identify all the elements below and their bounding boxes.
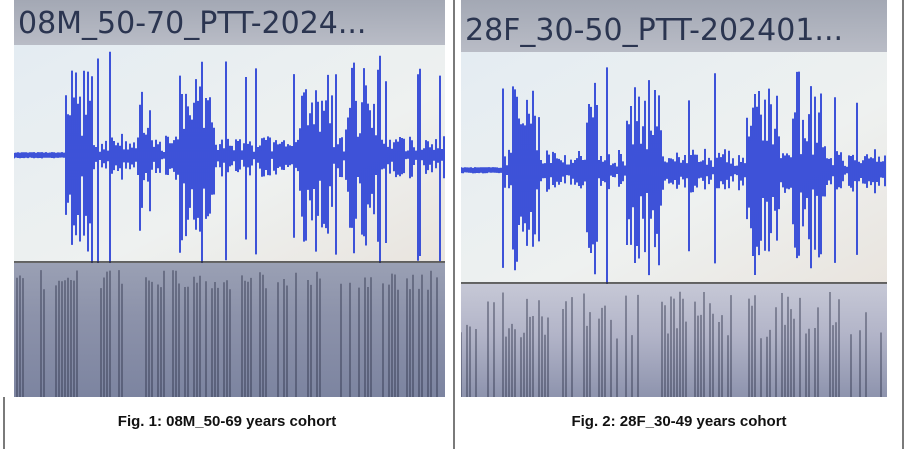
panel: 28F_30-50_PTT-202401... Fig. 2: 28F_30-49… — [461, 0, 887, 430]
panel: 08M_50-70_PTT-2024... Fig. 1: 08M_50-69 y… — [14, 0, 445, 430]
figure-caption: Fig. 2: 28F_30-49 years cohort — [571, 413, 786, 430]
figure-caption: Fig. 1: 08M_50-69 years cohort — [118, 413, 336, 430]
screenshot: 28F_30-50_PTT-202401... — [461, 0, 887, 398]
figure-table: 08M_50-70_PTT-2024... Fig. 1: 08M_50-69 y… — [0, 0, 905, 449]
panels: 08M_50-70_PTT-2024... Fig. 1: 08M_50-69 y… — [14, 0, 887, 430]
panel-title: 08M_50-70_PTT-2024... — [18, 6, 366, 41]
screenshot: 08M_50-70_PTT-2024... — [14, 0, 445, 398]
panel-title: 28F_30-50_PTT-202401... — [465, 13, 843, 48]
